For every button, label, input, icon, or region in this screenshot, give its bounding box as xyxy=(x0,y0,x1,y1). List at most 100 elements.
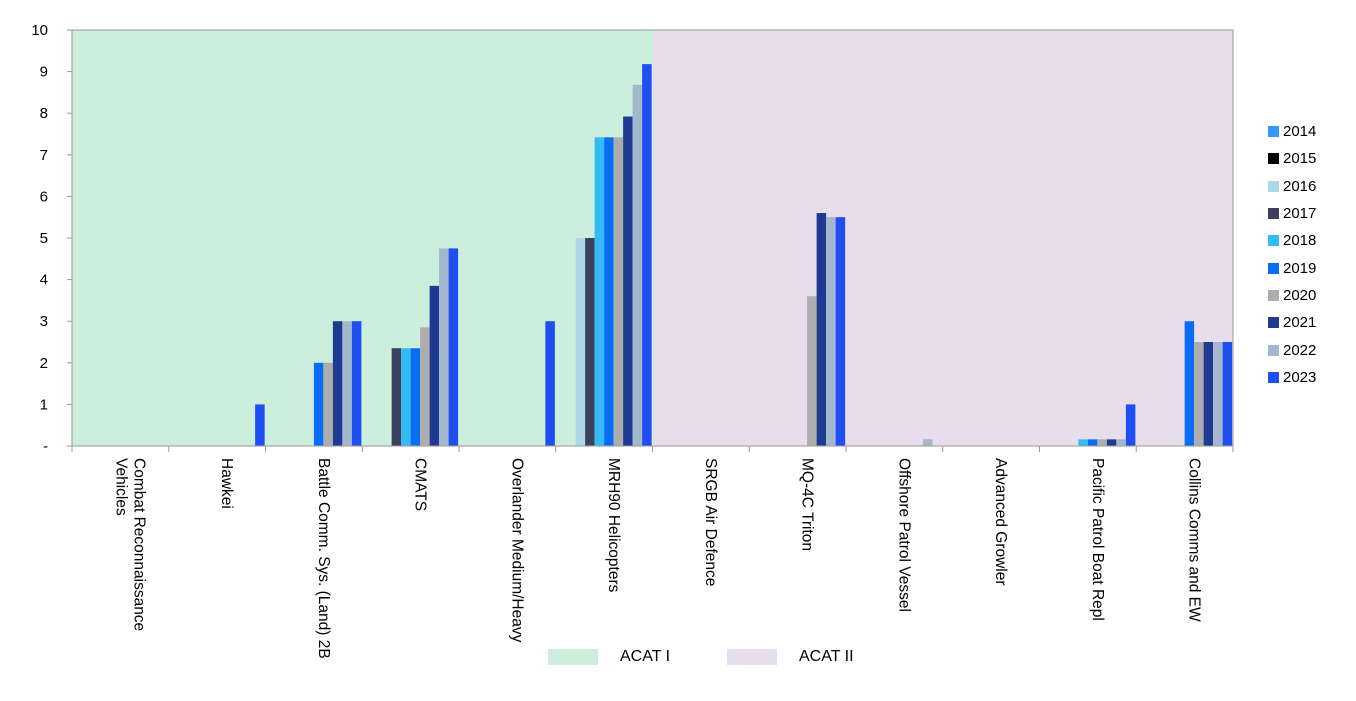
x-category-label: Advanced Growler xyxy=(992,458,1009,586)
bar-2016-6 xyxy=(575,238,586,446)
band-1 xyxy=(72,30,653,446)
y-tick-label: 2 xyxy=(40,355,48,372)
bar-2019-12 xyxy=(1184,321,1195,446)
bar-2021-8 xyxy=(816,213,827,446)
bar-2023-4 xyxy=(448,248,459,446)
legend-swatch xyxy=(1268,180,1279,192)
legend-label: 2018 xyxy=(1283,232,1317,250)
x-category-label: MRH90 Helicopters xyxy=(605,458,622,593)
x-category-label: Combat Reconnaissance xyxy=(130,458,147,631)
band-2 xyxy=(652,30,1233,446)
bar-2022-8 xyxy=(826,217,836,446)
legend-item-2020: 2020 xyxy=(1268,282,1316,309)
band-legend-acat-i: ACAT I xyxy=(548,648,670,666)
legend-label: 2015 xyxy=(1283,150,1317,168)
y-tick-label: 6 xyxy=(40,188,48,205)
x-category-label: MQ-4C Triton xyxy=(799,458,816,551)
bar-2020-4 xyxy=(420,327,430,446)
legend-label: 2023 xyxy=(1283,368,1317,386)
bar-2021-12 xyxy=(1203,342,1214,446)
x-category-label: Battle Comm. Sys. (Land) 2B xyxy=(315,458,332,659)
bar-2023-5 xyxy=(545,321,555,446)
legend-swatch xyxy=(1268,289,1279,301)
legend-label: 2019 xyxy=(1283,259,1317,277)
y-tick-label: 5 xyxy=(40,230,48,247)
bar-2020-6 xyxy=(613,137,624,446)
bar-2023-2 xyxy=(255,404,265,446)
bar-2022-11 xyxy=(1116,439,1126,446)
bar-2020-3 xyxy=(323,362,333,446)
band-legend-label: ACAT I xyxy=(620,648,671,665)
bar-2017-4 xyxy=(391,348,402,446)
y-tick-label: - xyxy=(43,438,48,455)
bar-2023-6 xyxy=(642,64,652,446)
bar-2018-4 xyxy=(401,348,411,446)
legend-swatch xyxy=(1268,126,1279,138)
bar-2022-9 xyxy=(922,439,933,446)
bar-2021-11 xyxy=(1106,439,1117,446)
legend-label: 2016 xyxy=(1283,177,1317,195)
x-category-label: Offshore Patrol Vessel xyxy=(895,458,912,612)
y-axis-ticks: - 1 2 3 4 5 6 7 8 9 10 xyxy=(31,22,72,455)
band-legend-swatch xyxy=(548,649,598,665)
legend-item-2019: 2019 xyxy=(1268,254,1316,281)
band-legend-label: ACAT II xyxy=(799,648,854,665)
legend-label: 2021 xyxy=(1283,314,1317,332)
bar-2023-12 xyxy=(1222,342,1233,446)
bar-2019-6 xyxy=(604,137,614,446)
bar-2022-4 xyxy=(439,248,449,446)
bar-2020-12 xyxy=(1194,342,1204,446)
legend-swatch xyxy=(1268,235,1279,247)
x-category-label: CMATS xyxy=(412,458,429,511)
band-legend-swatch xyxy=(727,649,777,665)
bar-2019-4 xyxy=(410,348,421,446)
legend: 2014 2015 2016 2017 2018 2019 2020 2021 2022 2023 xyxy=(1268,118,1316,391)
y-tick-label: 9 xyxy=(40,64,48,81)
bar-2021-3 xyxy=(332,321,343,446)
x-category-label: Hawkei xyxy=(218,458,235,509)
bar-2017-6 xyxy=(585,238,595,446)
legend-swatch xyxy=(1268,262,1279,274)
bar-2018-6 xyxy=(594,137,605,446)
bar-2021-4 xyxy=(429,285,440,446)
legend-label: 2017 xyxy=(1283,205,1317,223)
band-legend-acat-ii: ACAT II xyxy=(727,648,854,666)
bar-2023-3 xyxy=(351,321,362,446)
legend-item-2022: 2022 xyxy=(1268,336,1316,363)
x-category-label: SRGB Air Defence xyxy=(702,458,719,586)
legend-item-2023: 2023 xyxy=(1268,364,1316,391)
bar-2022-3 xyxy=(342,321,352,446)
y-tick-label: 4 xyxy=(40,272,48,289)
legend-item-2016: 2016 xyxy=(1268,173,1316,200)
y-tick-label: 8 xyxy=(40,105,48,122)
bar-2022-12 xyxy=(1213,342,1223,446)
x-category-label: Pacific Patrol Boat Repl xyxy=(1089,458,1106,621)
bar-2021-6 xyxy=(623,116,633,446)
y-tick-label: 1 xyxy=(40,396,48,413)
legend-label: 2020 xyxy=(1283,286,1317,304)
bar-2023-11 xyxy=(1125,404,1136,446)
legend-swatch xyxy=(1268,371,1279,383)
y-tick-label: 3 xyxy=(40,313,48,330)
legend-swatch xyxy=(1268,208,1279,220)
bar-2020-11 xyxy=(1097,439,1107,446)
x-category-label: Collins Comms and EW xyxy=(1186,458,1203,622)
legend-item-2021: 2021 xyxy=(1268,309,1316,336)
bar-2022-6 xyxy=(632,84,643,447)
legend-swatch xyxy=(1268,153,1279,165)
bar-2019-3 xyxy=(313,362,324,446)
bar-2020-8 xyxy=(807,296,817,446)
bar-2023-8 xyxy=(835,217,846,446)
y-tick-label: 10 xyxy=(31,22,48,39)
bar-2019-11 xyxy=(1087,439,1098,446)
bars xyxy=(255,64,1233,447)
x-category-label: Overlander Medium/Heavy xyxy=(508,458,525,643)
legend-item-2015: 2015 xyxy=(1268,145,1316,172)
y-tick-label: 7 xyxy=(40,147,48,164)
bar-2018-11 xyxy=(1078,439,1088,446)
legend-item-2014: 2014 xyxy=(1268,118,1316,145)
x-category-label: Vehicles xyxy=(112,458,129,516)
legend-swatch xyxy=(1268,344,1279,356)
